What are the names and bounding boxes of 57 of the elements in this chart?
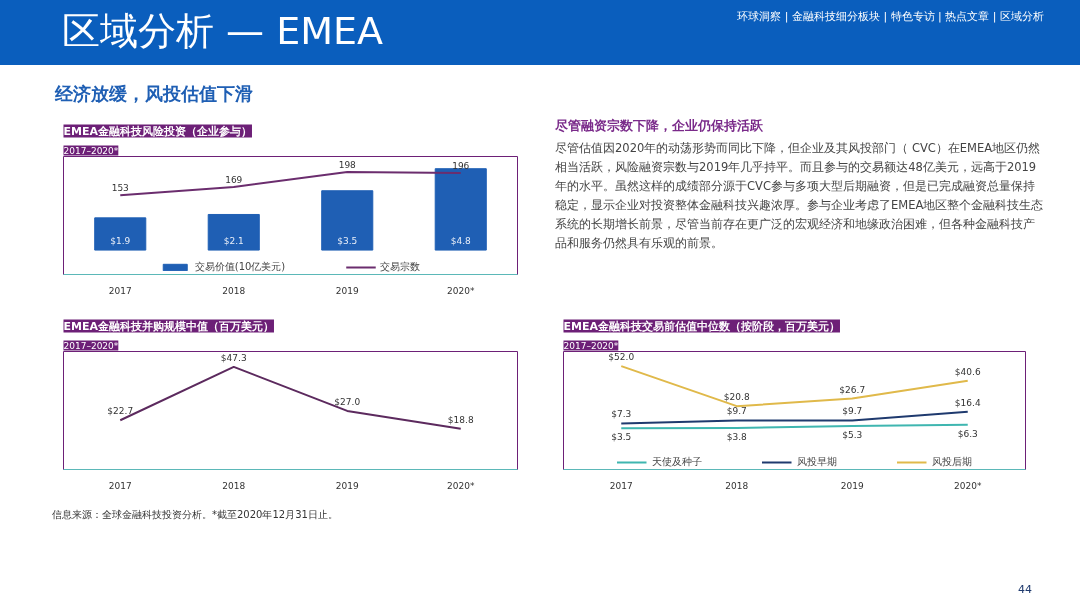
data-label: $4.8 <box>450 236 472 247</box>
text: 信息来源：全球金融科技投资分析。*截至2020年12月31日止。 <box>52 508 338 522</box>
chart-subtitle: 2017–2020* <box>563 340 619 351</box>
data-label: $52.0 <box>608 352 635 363</box>
data-label: $40.6 <box>954 366 981 377</box>
data-label: $6.3 <box>957 428 978 439</box>
text: 尽管估值因2020年的动荡形势而同比下降，但企业及其风投部门（ CVC）在EMEA地区仍然相当活跃，风险融资宗数与2019年几乎持平。而且参与的交易额达48亿美元，远高于2019年的水平。虽然这样的成绩部分源于CVC参与多项大型后期融资，但是已完成融资总量保持稳定，显示企业对投资整体金融科技兴趣浓厚。参与企业考虑了EMEA地区整个金融科技生态系统的长期增长前景，尽管当前存在更广泛的宏观经济和地缘政治困难，但各种金融科技产品和服务仍然具有乐观的前景。 <box>555 140 1045 252</box>
text: 尽管融资宗数下降，企业仍保持活跃 <box>555 117 764 135</box>
text: 区域分析 — EMEA <box>62 8 383 55</box>
bar <box>321 190 374 251</box>
text: 44 <box>1018 583 1032 596</box>
x-tick-label: 2018 <box>222 480 246 491</box>
x-tick-label: 2020* <box>447 480 475 491</box>
x-tick-label: 2017 <box>108 480 132 491</box>
legend-label: 交易宗数 <box>380 260 421 274</box>
data-label: $2.1 <box>223 236 244 247</box>
x-tick-label: 2018 <box>222 285 246 296</box>
data-label: $27.0 <box>334 396 361 407</box>
data-label: 198 <box>338 159 357 170</box>
chart-title: EMEA金融科技交易前估值中位数（按阶段，百万美元） <box>563 319 840 333</box>
x-tick-label: 2020* <box>447 285 475 296</box>
legend-label: 天使及种子 <box>651 455 702 469</box>
x-tick-label: 2019 <box>335 285 359 296</box>
data-label: $5.3 <box>842 430 863 441</box>
data-label: $18.8 <box>447 414 474 425</box>
data-label: $20.8 <box>723 392 750 403</box>
x-tick-label: 2019 <box>840 480 864 491</box>
chart-title: EMEA金融科技风险投资（企业参与） <box>63 124 252 138</box>
x-tick-label: 2017 <box>609 480 633 491</box>
legend-label: 交易价值(10亿美元) <box>194 260 286 274</box>
bar <box>434 168 487 251</box>
data-label: $7.3 <box>611 409 632 420</box>
data-label: $3.5 <box>611 432 632 443</box>
data-label: $3.5 <box>337 236 358 247</box>
x-tick-label: 2017 <box>108 285 132 296</box>
data-label: $16.4 <box>954 397 981 408</box>
data-label: $22.7 <box>107 406 134 417</box>
x-tick-label: 2018 <box>725 480 749 491</box>
legend-label: 风投早期 <box>796 455 837 469</box>
data-label: $26.7 <box>839 384 866 395</box>
data-label: 153 <box>111 183 129 194</box>
data-label: $9.7 <box>842 406 863 417</box>
chart-subtitle: 2017–2020* <box>63 340 119 351</box>
data-label: $47.3 <box>220 352 247 363</box>
data-label: 169 <box>225 174 243 185</box>
chart-title: EMEA金融科技并购规模中值（百万美元） <box>63 319 274 333</box>
data-label: $1.9 <box>110 236 131 247</box>
legend-label: 风投后期 <box>931 455 972 469</box>
x-tick-label: 2020* <box>954 480 982 491</box>
chart-subtitle: 2017–2020* <box>63 145 119 156</box>
data-label: $9.7 <box>726 406 747 417</box>
x-tick-label: 2019 <box>335 480 359 491</box>
text: 环球洞察 | 金融科技细分板块 | 特色专访 | 热点文章 | 区域分析 <box>737 9 1044 24</box>
text: 经济放缓，风投估值下滑 <box>55 82 253 106</box>
bar <box>94 217 147 251</box>
bar <box>207 213 260 251</box>
data-label: $3.8 <box>726 431 748 442</box>
